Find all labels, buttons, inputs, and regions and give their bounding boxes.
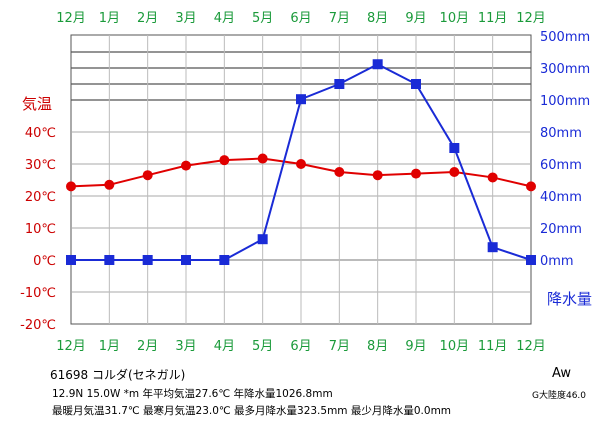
month-label-top: 9月 [405, 11, 426, 26]
temperature-tick: 10℃ [25, 222, 56, 237]
month-label-bottom: 6月 [290, 339, 311, 354]
precipitation-tick: 0mm [540, 254, 574, 269]
month-label-top: 3月 [175, 11, 196, 26]
temperature-tick: 20℃ [25, 190, 56, 205]
top-month-labels: 12月 1月 2月 3月 4月 5月 6月 7月 8月 9月 10月 11月 12月 [56, 11, 546, 26]
precipitation-tick: 20mm [540, 222, 582, 237]
precipitation-point [257, 234, 268, 245]
precipitation-point [219, 255, 230, 265]
month-label-bottom: 7月 [329, 339, 350, 354]
koppen-class: Aw [552, 366, 571, 381]
temperature-point [296, 159, 306, 169]
temperature-tick: 30℃ [25, 158, 56, 173]
precipitation-tick: 40mm [540, 190, 582, 205]
precipitation-point [334, 79, 345, 89]
month-label-bottom: 2月 [137, 339, 158, 354]
month-label-top: 10月 [440, 11, 470, 26]
precipitation-axis-title: 降水量 [547, 290, 592, 308]
month-label-top: 1月 [99, 11, 120, 26]
temperature-point [487, 172, 498, 183]
temperature-point [219, 155, 230, 166]
month-label-top: 5月 [252, 11, 273, 26]
precipitation-point [449, 143, 460, 153]
precipitation-tick: 500mm [540, 30, 590, 45]
month-label-bottom: 12月 [516, 339, 546, 354]
precipitation-tick-labels: 500mm 300mm 100mm 80mm 60mm 40mm 20mm 0mm [540, 30, 590, 269]
month-label-bottom: 9月 [405, 339, 426, 354]
precipitation-tick: 60mm [540, 158, 582, 173]
temperature-tick-labels: 40℃ 30℃ 20℃ 10℃ 0℃ -10℃ -20℃ [20, 126, 56, 333]
precipitation-point [181, 255, 191, 265]
station-stats-line-2: 最暖月気温31.7℃ 最寒月気温23.0℃ 最多月降水量323.5mm 最少月降… [52, 405, 452, 417]
month-label-top: 6月 [290, 11, 311, 26]
month-label-bottom: 10月 [440, 339, 470, 354]
series-layer [66, 59, 536, 265]
station-name: 61698 コルダ(セネガル) [50, 368, 186, 382]
temperature-point [181, 160, 191, 171]
month-label-bottom: 1月 [99, 339, 120, 354]
bottom-month-labels: 12月 1月 2月 3月 4月 5月 6月 7月 8月 9月 10月 11月 12月 [56, 339, 546, 354]
temperature-tick: -20℃ [20, 318, 56, 333]
precipitation-point [142, 255, 153, 265]
month-label-bottom: 4月 [214, 339, 235, 354]
continentality-index: G大陸度46.0 [532, 391, 587, 401]
temperature-tick: 40℃ [25, 126, 56, 141]
precipitation-point [526, 255, 536, 265]
month-label-bottom: 8月 [367, 339, 388, 354]
temperature-point [104, 179, 115, 190]
temperature-point [372, 170, 383, 181]
temperature-axis-title: 気温 [22, 95, 52, 113]
precipitation-tick: 100mm [540, 94, 590, 109]
temperature-point [334, 167, 345, 177]
precipitation-point [296, 94, 306, 105]
month-label-bottom: 11月 [478, 339, 508, 354]
precipitation-point [372, 59, 383, 70]
temperature-point [257, 153, 268, 164]
precipitation-point [66, 255, 76, 265]
temperature-tick: 0℃ [33, 254, 56, 269]
station-stats-line-1: 12.9N 15.0W *m 年平均気温27.6℃ 年降水量1026.8mm [52, 388, 333, 400]
temperature-point [449, 167, 460, 177]
temperature-point [66, 181, 76, 192]
temperature-point [526, 181, 536, 192]
precipitation-point [104, 255, 115, 265]
month-label-top: 7月 [329, 11, 350, 26]
precipitation-point [487, 242, 498, 253]
month-label-top: 8月 [367, 11, 388, 26]
grid [70, 34, 532, 325]
precipitation-tick: 80mm [540, 126, 582, 141]
month-label-bottom: 12月 [56, 339, 86, 354]
temperature-tick: -10℃ [20, 286, 56, 301]
temperature-point [411, 168, 421, 179]
month-label-top: 12月 [516, 11, 546, 26]
month-label-top: 12月 [56, 11, 86, 26]
precipitation-point [411, 79, 421, 89]
temperature-point [142, 170, 153, 181]
month-label-top: 2月 [137, 11, 158, 26]
precipitation-tick: 300mm [540, 62, 590, 77]
month-label-top: 11月 [478, 11, 508, 26]
month-label-top: 4月 [214, 11, 235, 26]
month-label-bottom: 3月 [175, 339, 196, 354]
month-label-bottom: 5月 [252, 339, 273, 354]
